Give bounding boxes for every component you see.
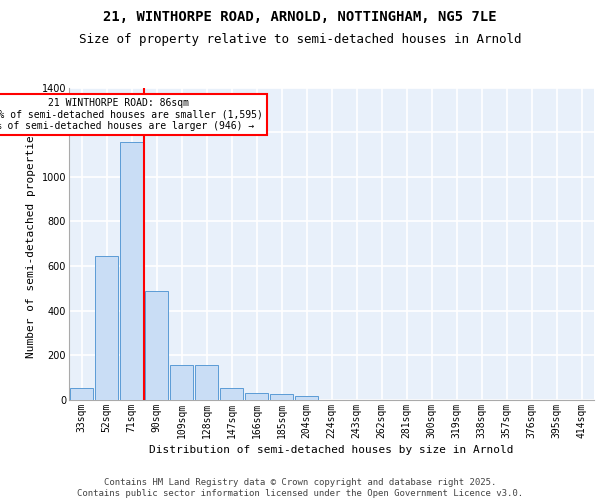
X-axis label: Distribution of semi-detached houses by size in Arnold: Distribution of semi-detached houses by … <box>149 445 514 455</box>
Text: 21, WINTHORPE ROAD, ARNOLD, NOTTINGHAM, NG5 7LE: 21, WINTHORPE ROAD, ARNOLD, NOTTINGHAM, … <box>103 10 497 24</box>
Text: Contains HM Land Registry data © Crown copyright and database right 2025.
Contai: Contains HM Land Registry data © Crown c… <box>77 478 523 498</box>
Bar <box>95 256 118 400</box>
Bar <box>220 388 243 400</box>
Bar <box>295 396 318 400</box>
Bar <box>245 394 268 400</box>
Bar <box>195 366 218 400</box>
Text: 21 WINTHORPE ROAD: 86sqm
← 61% of semi-detached houses are smaller (1,595)
36% o: 21 WINTHORPE ROAD: 86sqm ← 61% of semi-d… <box>0 98 263 130</box>
Bar <box>145 290 168 400</box>
Bar <box>70 388 93 400</box>
Y-axis label: Number of semi-detached properties: Number of semi-detached properties <box>26 129 36 358</box>
Bar <box>270 394 293 400</box>
Bar <box>120 142 143 400</box>
Text: Size of property relative to semi-detached houses in Arnold: Size of property relative to semi-detach… <box>79 32 521 46</box>
Bar <box>170 366 193 400</box>
